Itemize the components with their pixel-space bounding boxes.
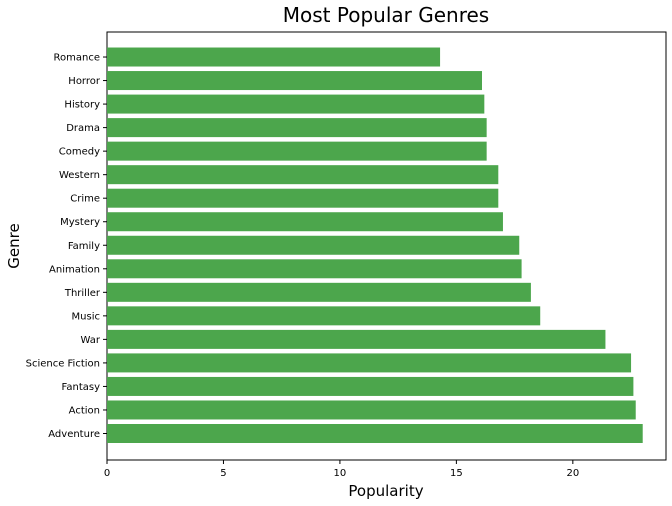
y-tick-label: Adventure — [48, 429, 100, 440]
y-tick-label: Action — [69, 405, 100, 416]
bar-drama — [107, 118, 487, 138]
y-tick-label: Romance — [54, 53, 100, 64]
y-tick-label: History — [64, 100, 100, 111]
x-axis-ticks: 0 5 10 15 20 — [104, 460, 579, 479]
y-tick-label: Horror — [68, 76, 101, 87]
bar-family — [107, 235, 520, 255]
bar-mystery — [107, 212, 503, 232]
bar-horror — [107, 71, 482, 91]
x-tick-label: 5 — [220, 468, 226, 479]
bar-thriller — [107, 282, 531, 302]
x-tick-label: 0 — [104, 468, 110, 479]
bar-adventure — [107, 424, 643, 443]
bar-crime — [107, 188, 499, 208]
y-tick-label: Crime — [70, 194, 100, 205]
bar-war — [107, 329, 606, 349]
y-tick-label: Family — [68, 241, 100, 252]
y-tick-label: Fantasy — [62, 382, 101, 393]
bar-comedy — [107, 141, 487, 161]
y-axis-ticks: Adventure Action Fantasy Science Fiction War… — [26, 53, 107, 440]
y-tick-label: Music — [72, 311, 100, 322]
bar-history — [107, 94, 485, 114]
bar-fantasy — [107, 376, 634, 396]
bar-animation — [107, 259, 522, 279]
bar-science-fiction — [107, 353, 632, 373]
y-tick-label: Comedy — [59, 147, 100, 158]
y-tick-label: Animation — [49, 264, 100, 275]
x-axis-label: Popularity — [348, 482, 423, 500]
y-tick-label: Drama — [66, 123, 100, 134]
x-tick-label: 10 — [334, 468, 347, 479]
y-axis-label: Genre — [5, 223, 23, 268]
bar-action — [107, 400, 636, 420]
y-tick-label: Western — [59, 170, 100, 181]
y-tick-label: Mystery — [60, 217, 100, 228]
y-tick-label: Thriller — [64, 288, 101, 299]
y-tick-label: War — [81, 335, 101, 346]
bar-music — [107, 306, 541, 326]
x-tick-label: 15 — [450, 468, 463, 479]
chart-title: Most Popular Genres — [283, 3, 489, 27]
x-tick-label: 20 — [566, 468, 579, 479]
bar-western — [107, 165, 499, 185]
bar-romance — [107, 47, 441, 67]
bars-group — [107, 47, 643, 443]
y-tick-label: Science Fiction — [26, 358, 100, 369]
